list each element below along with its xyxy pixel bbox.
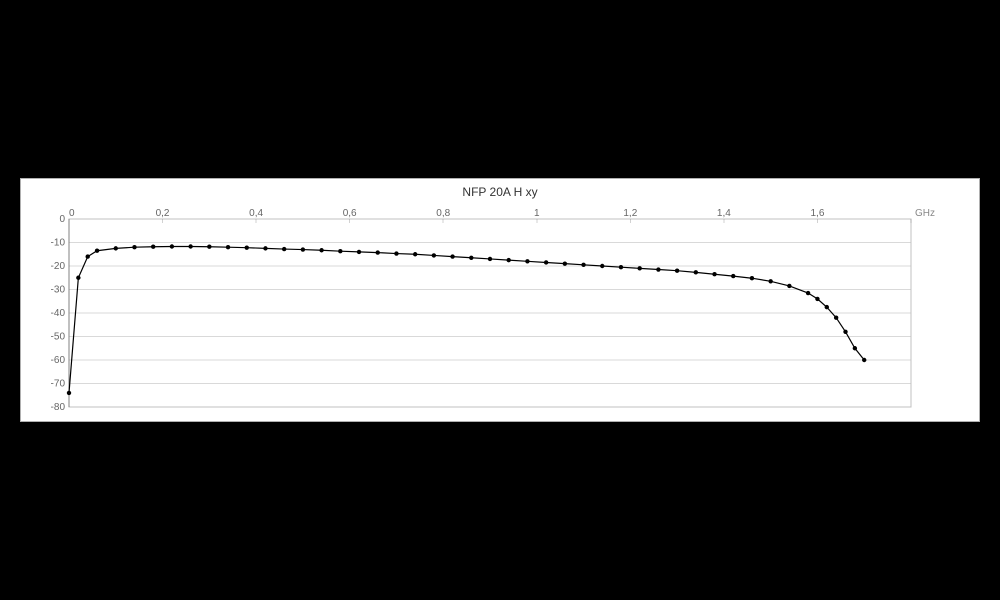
svg-text:-80: -80 (51, 402, 65, 411)
svg-text:0,4: 0,4 (249, 208, 263, 219)
chart-title: NFP 20A H xy (21, 179, 979, 205)
svg-text:-50: -50 (51, 332, 65, 343)
svg-text:0,6: 0,6 (343, 208, 357, 219)
plot-svg: 0 0,2 0,4 0,6 0,8 1 1,2 1,4 1,6 GHz 0 -10 -20 -30 -40 -… (51, 205, 939, 411)
svg-text:1,2: 1,2 (623, 208, 637, 219)
svg-text:-10: -10 (51, 238, 65, 249)
series-markers (67, 244, 867, 395)
svg-text:GHz: GHz (915, 208, 935, 219)
plot-area: 0 0,2 0,4 0,6 0,8 1 1,2 1,4 1,6 GHz 0 -10 -20 -30 -40 -… (51, 205, 939, 411)
svg-text:-40: -40 (51, 308, 65, 319)
svg-text:-20: -20 (51, 261, 65, 272)
svg-text:0: 0 (59, 214, 65, 225)
svg-text:0,2: 0,2 (156, 208, 170, 219)
svg-text:-70: -70 (51, 379, 65, 390)
svg-text:1: 1 (534, 208, 540, 219)
svg-text:0: 0 (69, 208, 75, 219)
chart-panel: NFP 20A H xy 00,20,40,60,811,21,41,6GHz0… (20, 178, 980, 422)
svg-text:-60: -60 (51, 355, 65, 366)
svg-text:-30: -30 (51, 285, 65, 296)
svg-text:0,8: 0,8 (436, 208, 450, 219)
svg-text:1,6: 1,6 (810, 208, 824, 219)
series-line (69, 246, 864, 392)
svg-text:1,4: 1,4 (717, 208, 731, 219)
